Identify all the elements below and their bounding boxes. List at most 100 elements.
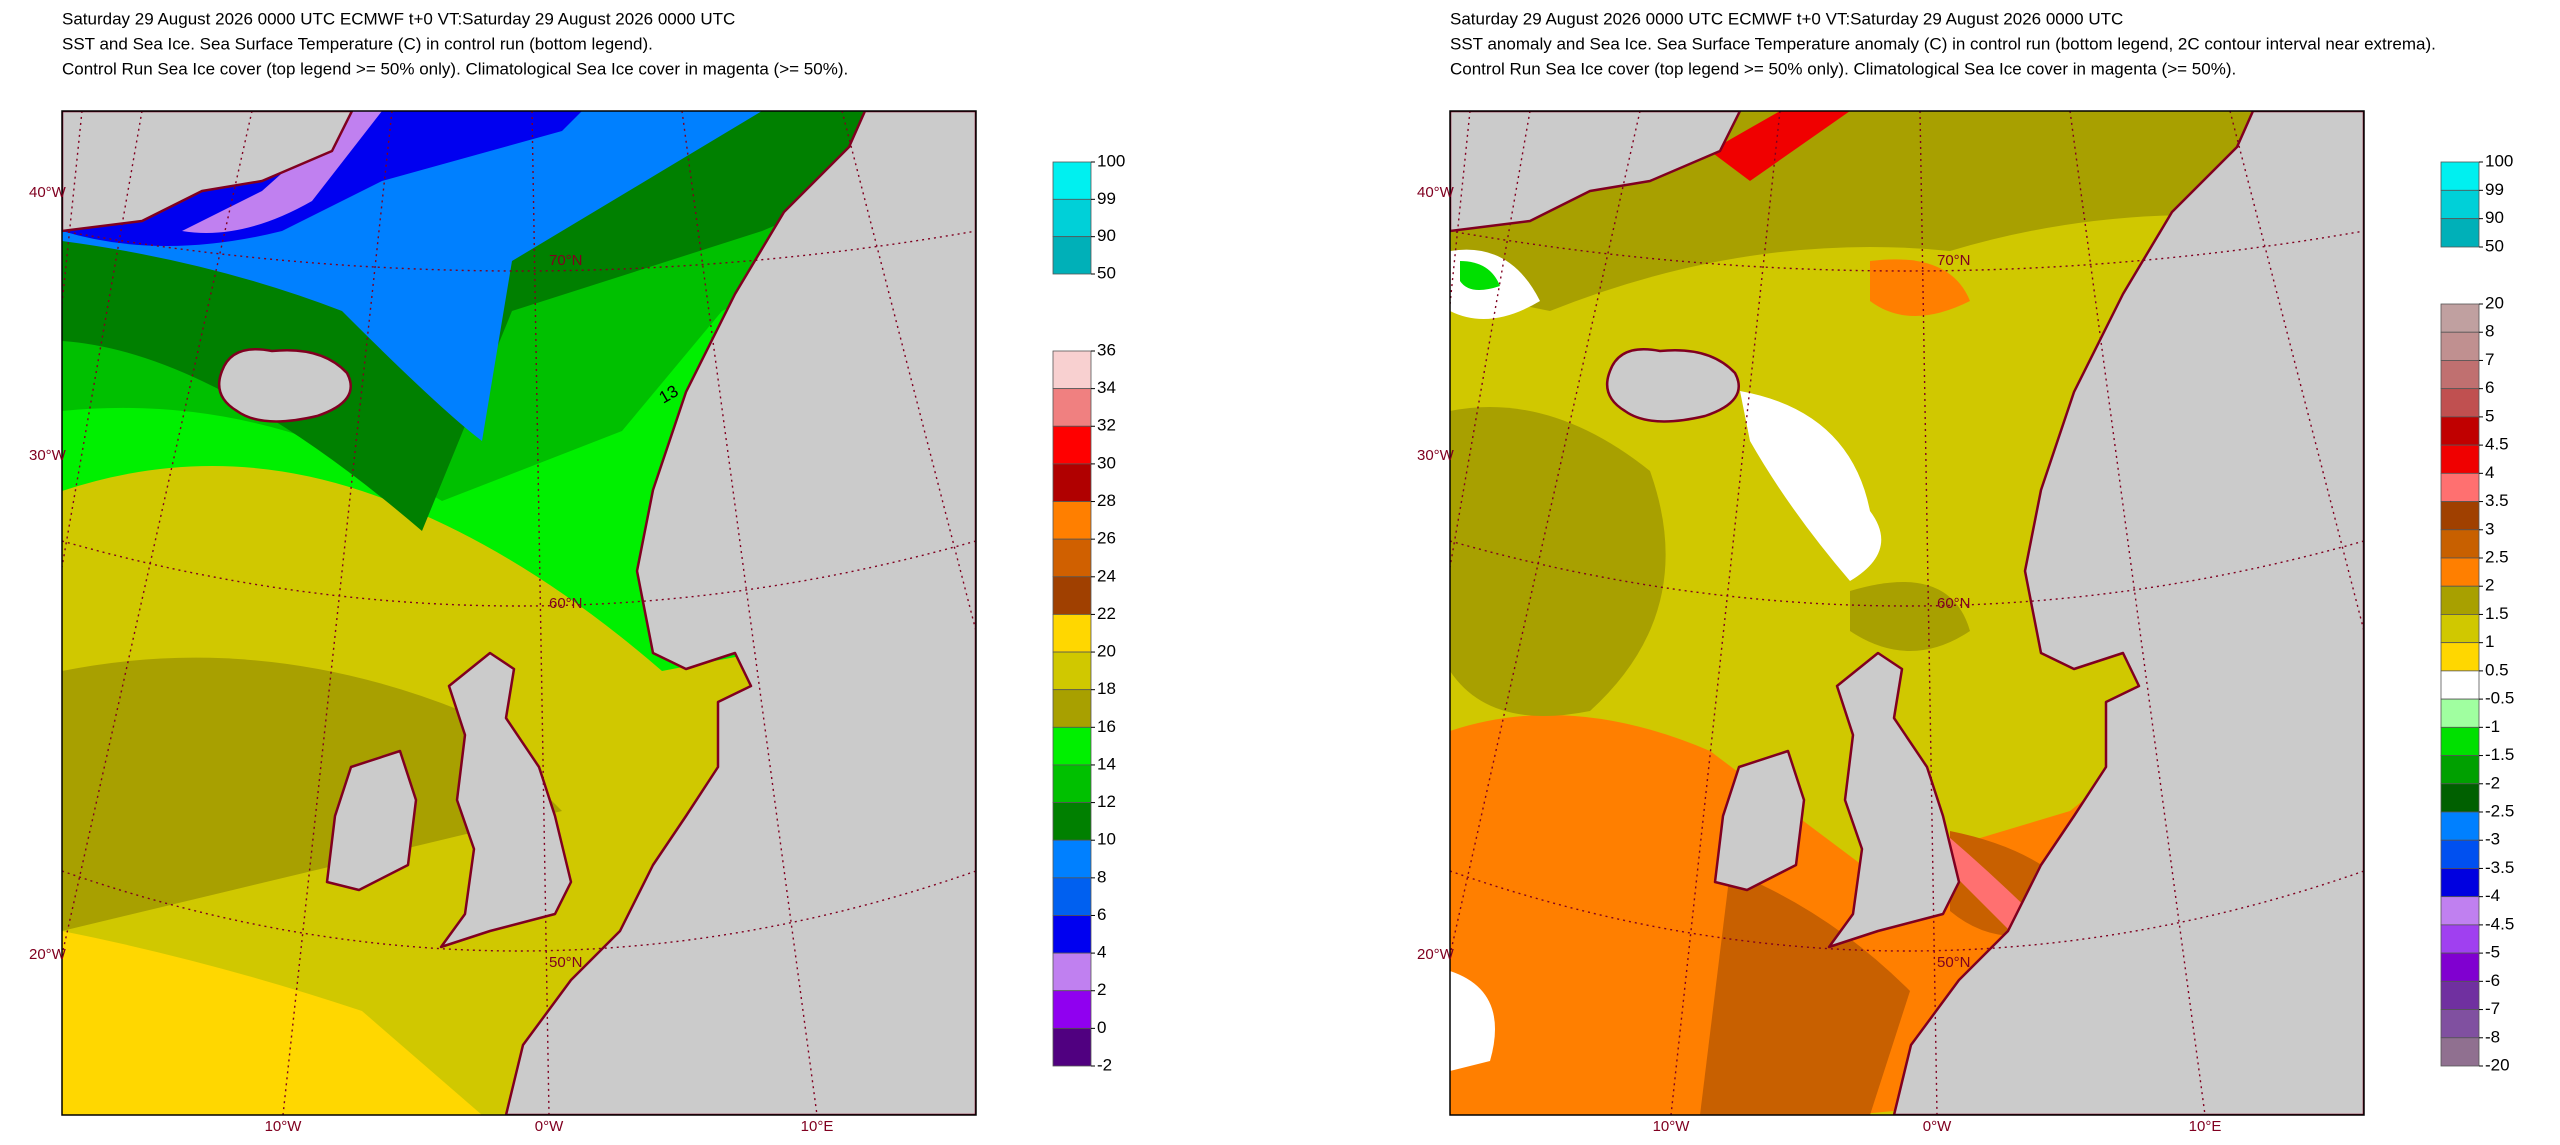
legend-swatch: [2440, 1037, 2480, 1067]
legend-label: 12: [1097, 792, 1116, 811]
legend-label: 20: [2485, 293, 2504, 312]
legend-label: 7: [2485, 350, 2494, 369]
legend-swatch: [1052, 501, 1092, 540]
legend-label: 1.5: [2485, 604, 2509, 623]
legend-label: -4: [2485, 886, 2500, 905]
legend-label: 24: [1097, 566, 1116, 585]
legend-label: 20: [1097, 642, 1116, 661]
legend-label: 90: [2485, 208, 2504, 227]
legend-label: 10: [1097, 830, 1116, 849]
legend-label: -2: [1097, 1055, 1112, 1074]
legend-swatch: [2440, 303, 2480, 333]
legend-label: -0.5: [2485, 689, 2514, 708]
legend-swatch: [2440, 388, 2480, 418]
legend-swatch: [1052, 689, 1092, 728]
legend-label: 100: [2485, 151, 2513, 170]
legend-label: 90: [1097, 226, 1116, 245]
legend-label: 4.5: [2485, 435, 2509, 454]
legend-swatch: [2440, 783, 2480, 813]
lon-label: 10°E: [801, 1118, 834, 1135]
legend-swatch: [1052, 388, 1092, 427]
legend-label: 50: [1097, 263, 1116, 282]
legend-label: 28: [1097, 491, 1116, 510]
lon-label: 30°W: [1417, 447, 1455, 464]
legend-swatch: [2440, 1009, 2480, 1039]
legend-swatch: [2440, 980, 2480, 1010]
legend-label: 6: [1097, 905, 1106, 924]
legend-swatch: [1052, 839, 1092, 879]
legend-label: -3.5: [2485, 858, 2514, 877]
legend-label: 50: [2485, 236, 2504, 255]
legend-swatch: [2440, 529, 2480, 559]
legend-label: -4.5: [2485, 914, 2514, 933]
legend-swatch: [2440, 698, 2480, 728]
legend-label: 5: [2485, 406, 2494, 425]
legend-swatch: [1052, 614, 1092, 653]
legend-swatch: [2440, 585, 2480, 615]
legend-swatch: [2440, 501, 2480, 531]
legend-swatch: [2440, 472, 2480, 502]
legend-label: 16: [1097, 717, 1116, 736]
lon-label: 0°W: [535, 1118, 564, 1135]
legend-label: 34: [1097, 378, 1116, 397]
legend-label: 0.5: [2485, 660, 2509, 679]
title-line: SST and Sea Ice. Sea Surface Temperature…: [62, 34, 653, 53]
legend-swatch: [1052, 236, 1092, 275]
legend-label: -20: [2485, 1055, 2510, 1074]
lat-label: 50°N: [549, 954, 583, 971]
legend-label: 8: [1097, 867, 1106, 886]
legend-swatch: [2440, 839, 2480, 869]
lon-label: 10°E: [2189, 1118, 2222, 1135]
lon-label: 10°W: [265, 1118, 303, 1135]
legend-label: 26: [1097, 529, 1116, 548]
legend-swatch: [2440, 868, 2480, 898]
legend-swatch: [2440, 811, 2480, 841]
lon-label: 20°W: [29, 946, 67, 963]
legend-label: 14: [1097, 754, 1116, 773]
legend-swatch: [1052, 161, 1092, 200]
legend-swatch: [2440, 416, 2480, 446]
legend-swatch: [1052, 576, 1092, 615]
legend-label: 99: [1097, 189, 1116, 208]
legend-swatch: [1052, 915, 1092, 954]
legend-label: 3: [2485, 519, 2494, 538]
legend-swatch: [2440, 444, 2480, 474]
legend-swatch: [1052, 764, 1092, 803]
legend-swatch: [2440, 755, 2480, 785]
title-line: Control Run Sea Ice cover (top legend >=…: [1450, 59, 2236, 78]
legend-swatch: [2440, 670, 2480, 700]
legend-label: 6: [2485, 378, 2494, 397]
legend-label: -7: [2485, 999, 2500, 1018]
lat-label: 70°N: [1937, 252, 1971, 269]
lon-label: 40°W: [1417, 184, 1455, 201]
legend-swatch: [1052, 198, 1092, 238]
legend-swatch: [1052, 651, 1092, 691]
legend-label: -2: [2485, 773, 2500, 792]
legend-swatch: [1052, 463, 1092, 502]
anomaly-map: [1450, 111, 2364, 1115]
legend-label: 3.5: [2485, 491, 2509, 510]
legend-swatch: [2440, 557, 2480, 587]
legend-label: 22: [1097, 604, 1116, 623]
legend-swatch: [2440, 161, 2480, 191]
legend-swatch: [1052, 1027, 1092, 1067]
lon-label: 30°W: [29, 447, 67, 464]
lon-label: 10°W: [1653, 1118, 1691, 1135]
lon-label: 0°W: [1923, 1118, 1952, 1135]
legend-label: 36: [1097, 340, 1116, 359]
map-frame: [61, 110, 977, 1116]
map-frame: [1449, 110, 2365, 1116]
lat-label: 60°N: [549, 595, 583, 612]
title-line: Saturday 29 August 2026 0000 UTC ECMWF t…: [62, 9, 735, 28]
lat-label: 60°N: [1937, 595, 1971, 612]
legend-label: -1: [2485, 717, 2500, 736]
legend-label: 2: [1097, 980, 1106, 999]
legend-swatch: [2440, 642, 2480, 672]
legend-label: -3: [2485, 830, 2500, 849]
legend-label: 30: [1097, 453, 1116, 472]
legend-swatch: [2440, 726, 2480, 756]
legend-swatch: [1052, 877, 1092, 916]
legend-label: -1.5: [2485, 745, 2514, 764]
legend-label: 2.5: [2485, 547, 2509, 566]
